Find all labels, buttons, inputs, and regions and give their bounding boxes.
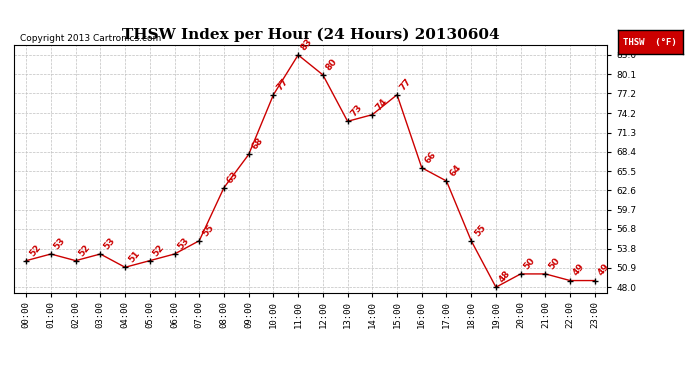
Text: 66: 66 bbox=[423, 150, 438, 165]
Text: 49: 49 bbox=[571, 262, 586, 278]
Text: 52: 52 bbox=[151, 243, 166, 258]
Text: 63: 63 bbox=[226, 170, 240, 185]
Text: 53: 53 bbox=[176, 236, 191, 251]
Text: 55: 55 bbox=[201, 223, 215, 238]
Text: 52: 52 bbox=[28, 243, 43, 258]
Text: 49: 49 bbox=[596, 262, 611, 278]
Text: 83: 83 bbox=[299, 37, 315, 52]
Text: 77: 77 bbox=[275, 76, 290, 92]
Text: 80: 80 bbox=[324, 57, 339, 72]
Text: 74: 74 bbox=[374, 96, 388, 112]
Text: 52: 52 bbox=[77, 243, 92, 258]
Text: 53: 53 bbox=[52, 236, 67, 251]
Text: 64: 64 bbox=[448, 163, 463, 178]
Text: 77: 77 bbox=[398, 76, 413, 92]
Text: 68: 68 bbox=[250, 136, 265, 152]
Text: 73: 73 bbox=[349, 103, 364, 118]
Text: 55: 55 bbox=[473, 223, 488, 238]
Text: 50: 50 bbox=[522, 256, 537, 271]
Text: 48: 48 bbox=[497, 269, 513, 284]
Text: 53: 53 bbox=[101, 236, 117, 251]
Text: 51: 51 bbox=[126, 249, 141, 264]
Title: THSW Index per Hour (24 Hours) 20130604: THSW Index per Hour (24 Hours) 20130604 bbox=[121, 28, 500, 42]
Text: Copyright 2013 Cartronics.com: Copyright 2013 Cartronics.com bbox=[20, 33, 161, 42]
Text: THSW  (°F): THSW (°F) bbox=[624, 38, 677, 47]
Text: 50: 50 bbox=[546, 256, 562, 271]
